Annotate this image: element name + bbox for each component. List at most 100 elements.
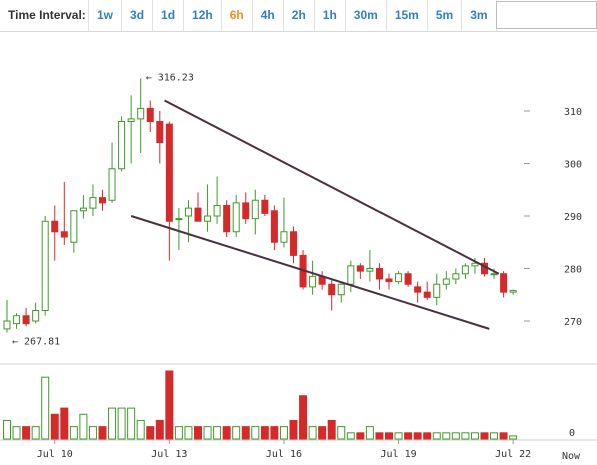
volume-bar xyxy=(88,426,97,440)
volume-bar xyxy=(375,432,384,440)
interval-3d[interactable]: 3d xyxy=(121,0,152,31)
candle-body xyxy=(32,310,40,322)
volume-bar xyxy=(461,432,470,440)
volume-bar xyxy=(127,407,136,440)
candle-body xyxy=(204,215,212,222)
interval-30m[interactable]: 30m xyxy=(344,0,386,31)
volume-bar xyxy=(22,426,31,440)
volume-bar xyxy=(241,426,250,440)
candle-body xyxy=(41,220,49,311)
volume-bar xyxy=(365,426,374,440)
candle-body xyxy=(337,283,345,296)
toolbar: Time Interval: 1w 3d 1d 12h 6h 4h 2h 1h 30m 15m 5m… xyxy=(0,0,597,32)
candle-body xyxy=(461,265,469,275)
volume-bar xyxy=(184,426,193,440)
volume-bar xyxy=(385,432,393,440)
candle-body xyxy=(328,283,336,296)
candle-body xyxy=(184,207,192,217)
volume-tick-label: 0 xyxy=(569,428,575,439)
candle-body xyxy=(242,202,250,220)
candle-body xyxy=(156,121,164,143)
volume-bar xyxy=(60,407,69,440)
candle-body xyxy=(347,265,355,285)
candle-body xyxy=(213,205,221,217)
volume-bar xyxy=(308,426,317,440)
candle-body xyxy=(423,291,431,298)
interval-12h[interactable]: 12h xyxy=(183,0,221,31)
x-tick-label: Jul 19 xyxy=(380,449,416,460)
x-tick-label: Jul 13 xyxy=(151,449,187,460)
volume-bar xyxy=(470,432,479,440)
volume-bar xyxy=(251,426,260,440)
volume-bar xyxy=(404,432,413,440)
volume-bar xyxy=(509,435,518,440)
interval-5m[interactable]: 5m xyxy=(426,0,461,31)
candle-body xyxy=(395,273,403,283)
candle-body xyxy=(118,121,126,170)
candle-body xyxy=(175,218,183,221)
interval-3m[interactable]: 3m xyxy=(461,0,495,31)
candle-body xyxy=(280,231,288,243)
volume-bar xyxy=(480,432,489,440)
interval-1w[interactable]: 1w xyxy=(88,0,121,31)
candle-body xyxy=(309,275,317,288)
candle-body xyxy=(414,286,422,293)
volume-bar xyxy=(423,432,432,440)
volume-bar xyxy=(337,426,346,440)
candle-body xyxy=(223,205,231,233)
volume-bar xyxy=(69,426,78,440)
volume-bar xyxy=(279,426,288,440)
volume-bar xyxy=(108,407,117,440)
volume-bar xyxy=(213,426,222,440)
volume-bar xyxy=(203,426,212,440)
candle-body xyxy=(290,231,297,256)
price-chart: 270 280 290 300 310 0 Jul 10 Jul 13 Jul 16 Jul 19… xyxy=(0,72,597,462)
candle-body xyxy=(165,123,173,222)
candle-body xyxy=(261,199,269,214)
volume-bar xyxy=(356,432,365,440)
candle-body xyxy=(108,168,116,201)
candle-body xyxy=(385,278,393,283)
candle-body xyxy=(404,273,412,285)
volume-bar xyxy=(346,432,355,440)
candle-body xyxy=(89,197,97,209)
y-tick-label: 290 xyxy=(564,212,582,223)
volume-bar xyxy=(117,407,126,440)
volume-bar xyxy=(31,426,40,440)
candle-body xyxy=(509,290,517,293)
x-tick-label: Jul 16 xyxy=(266,449,302,460)
trendline xyxy=(164,99,500,275)
volume-bar xyxy=(432,432,441,440)
candle-body xyxy=(60,231,68,238)
volume-bar xyxy=(146,426,155,440)
candle-body xyxy=(194,207,202,222)
candle-body xyxy=(79,207,87,212)
y-tick-label: 310 xyxy=(564,107,582,118)
date-range-input[interactable] xyxy=(496,1,597,29)
volume-bar xyxy=(413,432,422,440)
volume-bar xyxy=(394,432,403,440)
interval-15m[interactable]: 15m xyxy=(385,0,427,31)
volume-bar xyxy=(299,395,308,440)
y-tick-label: 280 xyxy=(564,265,582,276)
volume-bar xyxy=(260,426,269,440)
volume-bar xyxy=(98,426,107,440)
volume-bar xyxy=(136,419,145,440)
interval-4h[interactable]: 4h xyxy=(251,0,283,31)
interval-6h[interactable]: 6h xyxy=(220,0,252,31)
volume-bar xyxy=(41,376,50,440)
candle-body xyxy=(70,210,78,243)
now-label: Now xyxy=(562,451,581,462)
interval-2h[interactable]: 2h xyxy=(282,0,314,31)
candle-body xyxy=(452,273,460,280)
volume-bar xyxy=(499,432,508,440)
candle-body xyxy=(270,210,278,243)
candle-body xyxy=(3,320,11,330)
candle-body xyxy=(375,268,383,280)
volume-bar xyxy=(3,419,11,440)
candle-body xyxy=(356,265,364,272)
candle-body xyxy=(251,199,259,220)
trendline xyxy=(130,215,490,330)
interval-1d[interactable]: 1d xyxy=(152,0,183,31)
interval-1h[interactable]: 1h xyxy=(313,0,345,31)
